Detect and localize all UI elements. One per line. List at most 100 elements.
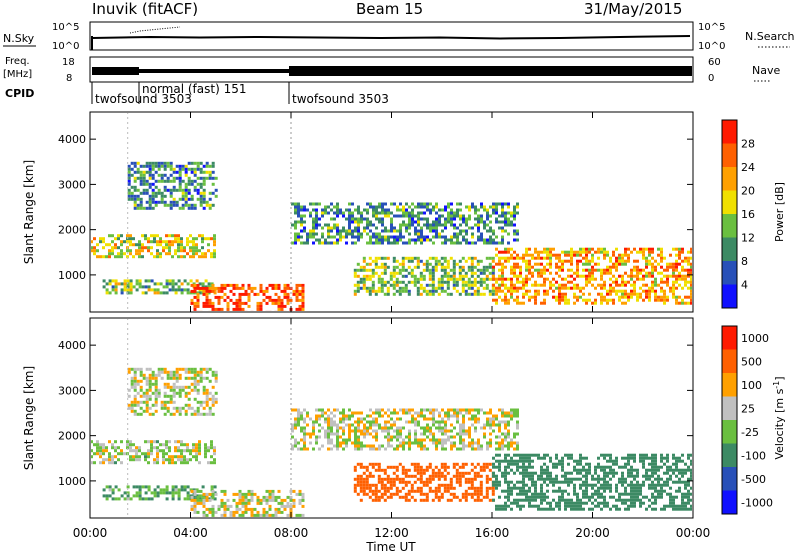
velocity-echo-cell <box>603 474 606 478</box>
velocity-echo-cell <box>342 438 345 442</box>
velocity-echo-cell <box>172 376 176 380</box>
velocity-echo-cell <box>419 477 423 481</box>
velocity-echo-cell <box>154 400 158 404</box>
velocity-echo-cell <box>102 461 105 465</box>
velocity-echo-cell <box>555 489 558 493</box>
power-echo-cell <box>555 298 558 302</box>
velocity-echo-cell <box>211 504 215 508</box>
velocity-echo-cell <box>546 474 549 478</box>
power-echo-cell <box>392 268 396 272</box>
power-echo-cell <box>250 310 254 311</box>
velocity-echo-cell <box>351 429 354 433</box>
power-echo-cell <box>208 197 212 201</box>
velocity-echo-cell <box>136 400 140 404</box>
velocity-echo-cell <box>136 367 140 371</box>
velocity-echo-cell <box>618 495 621 499</box>
velocity-echo-cell <box>681 495 684 499</box>
power-echo-cell <box>381 217 384 221</box>
power-echo-cell <box>190 289 194 293</box>
power-echo-cell <box>138 243 141 247</box>
power-echo-cell <box>579 295 582 299</box>
power-echo-cell <box>591 271 594 275</box>
power-echo-cell <box>151 173 155 177</box>
power-echo-cell <box>453 235 456 239</box>
velocity-echo-cell <box>516 468 519 472</box>
power-echo-cell <box>174 240 177 244</box>
velocity-echo-cell <box>528 471 531 475</box>
velocity-echo-cell <box>485 480 489 484</box>
velocity-echo-cell <box>534 480 537 484</box>
power-echo-cell <box>177 246 180 250</box>
velocity-echo-cell <box>465 408 468 412</box>
velocity-echo-cell <box>374 468 378 472</box>
velocity-echo-cell <box>630 471 633 475</box>
velocity-echo-cell <box>489 411 492 415</box>
power-echo-cell <box>401 289 405 293</box>
velocity-echo-cell <box>177 488 181 492</box>
velocity-echo-cell <box>549 507 552 511</box>
velocity-echo-cell <box>199 370 203 374</box>
velocity-echo-cell <box>488 477 492 481</box>
velocity-echo-cell <box>452 465 456 469</box>
velocity-echo-cell <box>265 495 269 499</box>
power-echo-cell <box>408 223 411 227</box>
power-echo-cell <box>582 256 585 260</box>
velocity-echo-cell <box>339 426 342 430</box>
power-echo-cell <box>486 214 489 218</box>
velocity-echo-cell <box>120 449 123 453</box>
power-echo-cell <box>108 255 111 259</box>
velocity-echo-cell <box>126 491 130 495</box>
velocity-echo-cell <box>377 462 381 466</box>
power-echo-cell <box>525 268 528 272</box>
power-ytick-label: 4000 <box>58 133 86 146</box>
velocity-echo-cell <box>627 474 630 478</box>
velocity-echo-cell <box>184 385 188 389</box>
power-echo-cell <box>327 223 330 227</box>
power-echo-cell <box>522 259 525 263</box>
power-echo-cell <box>470 286 474 290</box>
power-echo-cell <box>359 268 363 272</box>
velocity-echo-cell <box>666 483 669 487</box>
power-echo-cell <box>438 217 441 221</box>
velocity-echo-cell <box>441 417 444 421</box>
power-echo-cell <box>443 274 447 278</box>
velocity-echo-cell <box>582 456 585 460</box>
power-echo-cell <box>504 214 507 218</box>
velocity-echo-cell <box>175 373 179 377</box>
velocity-echo-cell <box>669 465 672 469</box>
power-echo-cell <box>145 170 149 174</box>
velocity-echo-cell <box>162 491 166 495</box>
velocity-echo-cell <box>675 468 678 472</box>
power-echo-cell <box>465 232 468 236</box>
velocity-echo-cell <box>627 483 630 487</box>
power-echo-cell <box>507 286 510 290</box>
velocity-echo-cell <box>91 449 93 453</box>
velocity-echo-cell <box>193 388 197 392</box>
velocity-echo-cell <box>416 465 420 469</box>
velocity-echo-cell <box>324 417 327 421</box>
power-echo-cell <box>467 286 471 290</box>
velocity-echo-cell <box>150 440 153 444</box>
power-echo-cell <box>516 262 519 266</box>
velocity-echo-cell <box>426 423 429 427</box>
velocity-echo-cell <box>211 403 215 407</box>
velocity-echo-cell <box>660 483 663 487</box>
velocity-echo-cell <box>381 429 384 433</box>
power-echo-cell <box>537 289 540 293</box>
power-echo-cell <box>366 232 369 236</box>
power-echo-cell <box>504 292 507 296</box>
power-echo-cell <box>368 268 372 272</box>
power-echo-cell <box>241 310 245 311</box>
power-echo-cell <box>413 280 417 284</box>
velocity-echo-cell <box>181 385 185 389</box>
velocity-echo-cell <box>687 477 690 481</box>
velocity-echo-cell <box>470 486 474 490</box>
velocity-echo-cell <box>618 465 621 469</box>
power-echo-cell <box>380 262 384 266</box>
power-echo-cell <box>636 295 639 299</box>
velocity-echo-cell <box>351 411 354 415</box>
power-echo-cell <box>429 229 432 233</box>
velocity-echo-cell <box>633 459 636 463</box>
velocity-echo-cell <box>482 465 486 469</box>
velocity-echo-cell <box>157 373 161 377</box>
